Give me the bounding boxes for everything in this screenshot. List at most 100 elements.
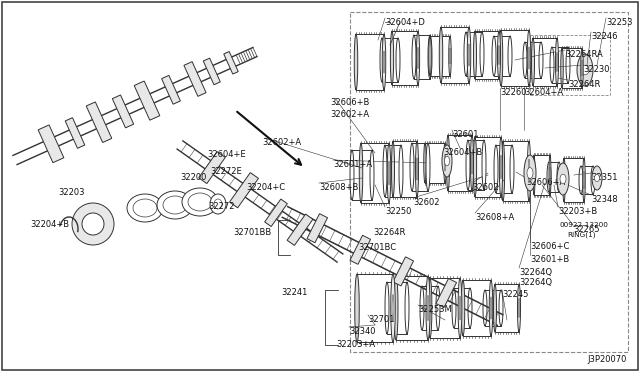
Ellipse shape [499,137,502,197]
Text: 32204+C: 32204+C [246,183,285,192]
Text: 32204+B: 32204+B [30,220,69,229]
Ellipse shape [392,141,394,197]
Text: 32250: 32250 [385,207,412,216]
Ellipse shape [444,143,446,183]
Ellipse shape [579,166,583,194]
Ellipse shape [382,34,386,90]
Text: RING(1): RING(1) [567,231,595,237]
Polygon shape [86,102,112,142]
Ellipse shape [556,38,559,86]
Ellipse shape [390,31,394,85]
Ellipse shape [458,278,462,338]
Ellipse shape [518,284,520,332]
Ellipse shape [499,290,503,326]
Ellipse shape [445,156,449,166]
Ellipse shape [527,30,531,86]
Ellipse shape [392,294,394,322]
Ellipse shape [442,145,452,177]
Polygon shape [307,214,328,243]
Polygon shape [38,125,64,163]
Ellipse shape [583,158,585,202]
Ellipse shape [388,161,390,185]
Ellipse shape [508,36,512,76]
Text: 32604+D: 32604+D [385,18,425,27]
Text: 32272E: 32272E [210,167,242,176]
Ellipse shape [499,30,503,86]
Ellipse shape [499,45,500,65]
Ellipse shape [591,166,595,194]
Ellipse shape [482,140,486,190]
Text: 32253M: 32253M [418,305,452,314]
Ellipse shape [480,32,484,76]
Polygon shape [113,95,134,128]
Polygon shape [224,52,238,74]
Ellipse shape [383,51,385,73]
Ellipse shape [417,31,420,85]
Ellipse shape [439,27,443,83]
Ellipse shape [72,203,114,245]
Ellipse shape [428,35,432,79]
Ellipse shape [557,163,569,195]
Ellipse shape [468,44,470,66]
Text: 32265: 32265 [573,225,600,234]
Ellipse shape [464,32,468,76]
Text: 32264Q: 32264Q [519,268,552,277]
Ellipse shape [359,143,363,203]
Text: 32260: 32260 [500,88,527,97]
Text: 32230: 32230 [583,65,609,74]
Ellipse shape [577,54,593,86]
Text: 32604+E: 32604+E [207,150,246,159]
Ellipse shape [561,48,563,88]
Ellipse shape [383,145,387,197]
Polygon shape [184,62,206,96]
Ellipse shape [539,42,543,78]
Ellipse shape [391,274,396,342]
Ellipse shape [527,141,531,201]
Ellipse shape [427,295,429,321]
Text: 32701BB: 32701BB [233,228,271,237]
Ellipse shape [426,143,430,191]
Polygon shape [204,58,220,85]
Ellipse shape [355,34,358,90]
Ellipse shape [399,145,403,197]
Text: 32200: 32200 [180,173,206,182]
Text: J3P20070: J3P20070 [587,355,627,364]
Ellipse shape [474,137,477,197]
Text: 32253: 32253 [606,18,632,27]
Ellipse shape [547,162,551,192]
Polygon shape [65,118,85,148]
Text: 32203+B: 32203+B [558,207,597,216]
Ellipse shape [380,38,384,82]
Ellipse shape [468,288,472,328]
Ellipse shape [420,286,424,330]
Text: 32602+A: 32602+A [330,110,369,119]
Ellipse shape [497,31,500,79]
Text: 32606+A: 32606+A [526,178,565,187]
Ellipse shape [429,36,431,76]
Ellipse shape [531,38,534,86]
Ellipse shape [426,276,430,340]
Polygon shape [198,152,225,183]
Text: 32203+A: 32203+A [336,340,375,349]
Ellipse shape [510,145,514,193]
Ellipse shape [566,47,570,83]
Ellipse shape [500,155,502,179]
Ellipse shape [494,145,498,193]
Polygon shape [287,214,313,246]
Ellipse shape [214,199,222,209]
Ellipse shape [467,27,471,83]
Polygon shape [162,76,180,104]
Text: 00922-13200: 00922-13200 [560,222,609,228]
Ellipse shape [449,48,451,64]
Ellipse shape [483,290,487,326]
Text: 32264R: 32264R [568,80,600,89]
Ellipse shape [436,286,440,330]
Text: 32601: 32601 [452,130,479,139]
Ellipse shape [449,36,451,76]
Ellipse shape [428,278,432,338]
Text: 32604+A: 32604+A [524,88,563,97]
Text: 32245: 32245 [502,290,529,299]
Text: 32241: 32241 [281,288,307,297]
Ellipse shape [556,52,557,71]
Polygon shape [265,199,287,227]
